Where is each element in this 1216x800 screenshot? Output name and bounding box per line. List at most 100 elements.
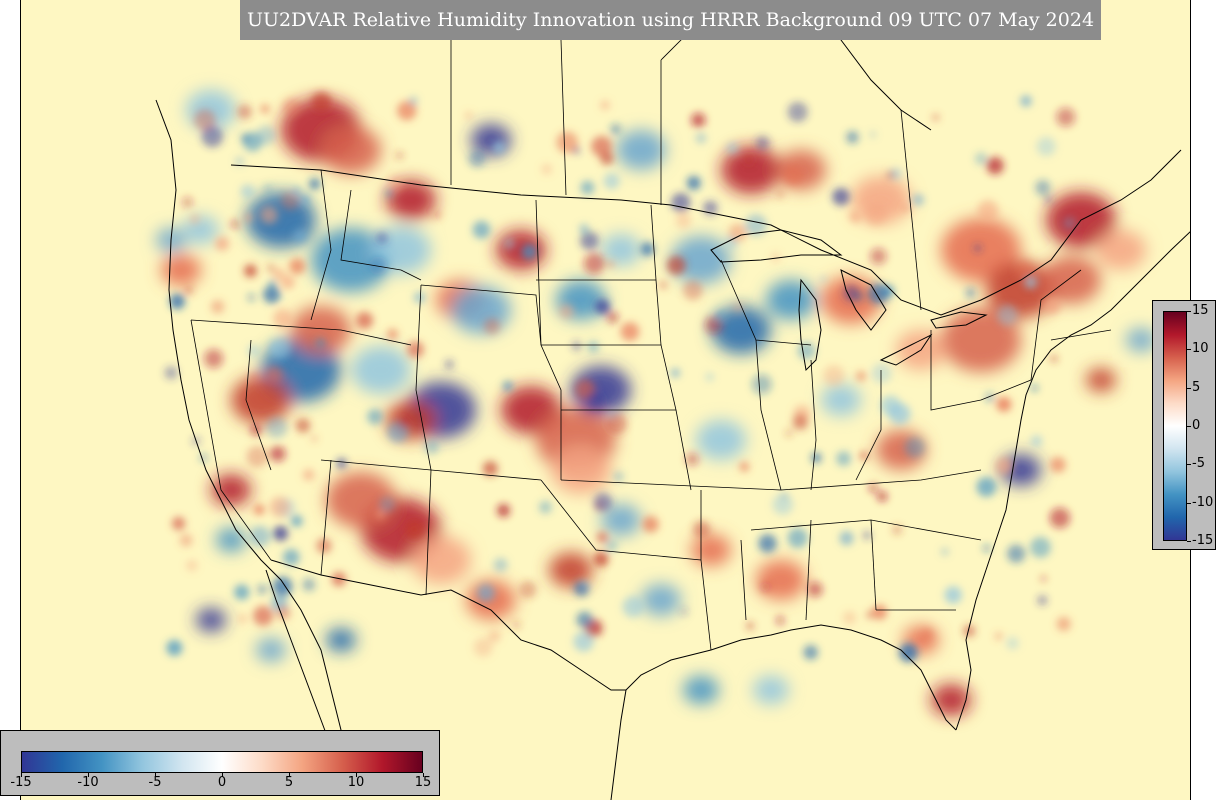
negative-innovation-speck	[680, 608, 688, 615]
positive-innovation-speck	[693, 520, 711, 538]
negative-innovation-area	[1126, 328, 1156, 352]
positive-innovation-speck	[331, 572, 347, 587]
negative-innovation-speck	[1035, 180, 1051, 196]
positive-innovation-area	[691, 534, 731, 566]
negative-innovation-speck	[201, 125, 223, 148]
negative-innovation-speck	[869, 131, 877, 138]
positive-innovation-speck	[215, 236, 230, 251]
map-title: UU2DVAR Relative Humidity Innovation usi…	[240, 0, 1101, 40]
positive-innovation-speck	[254, 504, 265, 515]
negative-innovation-speck	[247, 344, 260, 357]
negative-innovation-speck	[899, 643, 918, 663]
negative-innovation-speck	[941, 548, 949, 556]
positive-innovation-speck	[771, 252, 781, 262]
negative-innovation-speck	[472, 220, 491, 239]
negative-innovation-area	[326, 628, 356, 652]
negative-innovation-speck	[264, 184, 272, 193]
positive-innovation-speck	[932, 114, 939, 121]
colorbar-vertical-tick-mark	[1187, 541, 1191, 542]
positive-innovation-speck	[237, 613, 248, 624]
positive-innovation-area	[551, 446, 611, 494]
negative-innovation-speck	[242, 132, 263, 152]
positive-innovation-speck	[172, 516, 186, 531]
positive-innovation-speck	[775, 615, 785, 625]
positive-innovation-speck	[659, 280, 668, 290]
map-panel	[20, 0, 1191, 800]
colorbar-vertical: 15 10 5 0 -5 -10 -15	[1152, 300, 1216, 550]
positive-innovation-speck	[605, 412, 628, 435]
positive-innovation-speck	[483, 317, 501, 335]
negative-innovation-speck	[686, 176, 701, 190]
positive-innovation-speck	[775, 189, 785, 199]
colorbar-horizontal-tick-mark	[423, 773, 424, 777]
positive-innovation-speck	[316, 538, 332, 554]
negative-innovation-speck	[413, 291, 426, 304]
negative-innovation-speck	[716, 311, 724, 319]
east-coast-outline	[985, 231, 1190, 571]
positive-innovation-speck	[282, 98, 301, 117]
positive-innovation-speck	[244, 213, 253, 222]
colorbar-horizontal-tick-mark	[222, 773, 223, 777]
positive-innovation-area	[941, 308, 1021, 372]
negative-innovation-speck	[268, 280, 277, 288]
colorbar-vertical-tick-mark	[1187, 387, 1191, 389]
positive-innovation-speck	[512, 621, 521, 629]
negative-innovation-speck	[586, 391, 604, 409]
positive-innovation-speck	[269, 445, 286, 462]
negative-innovation-area	[766, 280, 816, 320]
positive-innovation-speck	[184, 286, 193, 295]
negative-innovation-speck	[832, 188, 850, 206]
positive-innovation-speck	[396, 152, 404, 159]
positive-innovation-area	[986, 262, 1056, 318]
positive-innovation-speck	[482, 461, 498, 477]
positive-innovation-speck	[877, 491, 888, 502]
negative-innovation-speck	[169, 293, 185, 310]
positive-innovation-speck	[866, 611, 874, 619]
colorbar-vertical-tick-label: 5	[1192, 379, 1201, 395]
positive-innovation-area	[941, 218, 1021, 282]
negative-innovation-speck	[604, 539, 618, 552]
positive-innovation-speck	[404, 519, 425, 540]
negative-innovation-speck	[758, 534, 777, 553]
negative-innovation-speck	[772, 494, 794, 515]
positive-innovation-speck	[280, 192, 300, 211]
colorbar-vertical-tick-mark	[1187, 502, 1191, 504]
negative-innovation-speck	[944, 586, 962, 604]
positive-innovation-speck	[823, 364, 845, 387]
negative-innovation-speck	[301, 195, 310, 205]
positive-innovation-area	[321, 126, 381, 174]
west-coast-outline	[155, 99, 352, 781]
negative-innovation-speck	[839, 531, 854, 546]
negative-innovation-speck	[787, 101, 808, 123]
negative-innovation-speck	[965, 287, 976, 298]
gulf-coast-outline	[625, 624, 957, 731]
negative-innovation-speck	[1036, 136, 1056, 157]
negative-innovation-area	[196, 608, 226, 632]
positive-innovation-speck	[433, 211, 441, 219]
negative-innovation-speck	[249, 525, 271, 547]
colorbar-vertical-tick-label: -10	[1192, 494, 1214, 510]
colorbar-horizontal-tick-label: 0	[217, 775, 227, 790]
positive-innovation-speck	[407, 341, 424, 358]
positive-innovation-speck	[556, 131, 578, 154]
positive-innovation-speck	[666, 255, 686, 275]
colorbar-horizontal-tick-label: 15	[414, 775, 432, 790]
colorbar-horizontal-tick-mark	[356, 773, 357, 777]
negative-innovation-speck	[576, 611, 593, 629]
negative-innovation-area	[616, 130, 666, 170]
positive-innovation-speck	[996, 397, 1012, 412]
negative-innovation-speck	[974, 244, 981, 252]
positive-innovation-speck	[856, 371, 866, 381]
negative-innovation-speck	[580, 231, 599, 250]
positive-innovation-speck	[746, 622, 754, 630]
colorbar-horizontal-tick-mark	[155, 773, 156, 777]
positive-innovation-speck	[1049, 507, 1071, 529]
positive-innovation-speck	[892, 525, 902, 535]
positive-innovation-speck	[251, 373, 258, 381]
negative-innovation-speck	[539, 500, 552, 514]
negative-innovation-speck	[424, 439, 440, 455]
negative-innovation-area	[601, 504, 641, 536]
positive-innovation-speck	[237, 104, 252, 120]
negative-innovation-area	[571, 366, 631, 414]
negative-innovation-speck	[836, 451, 851, 466]
